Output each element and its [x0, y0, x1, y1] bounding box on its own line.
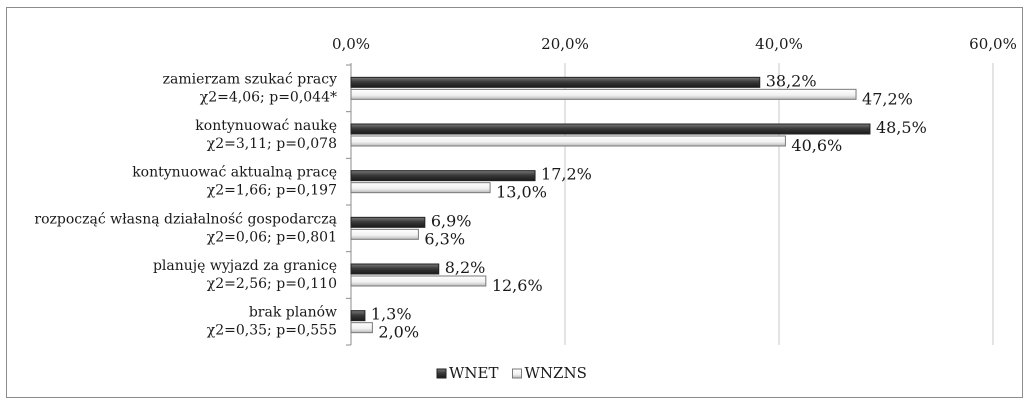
legend-swatch-wnet	[436, 368, 447, 379]
data-label: 38,2%	[766, 71, 817, 90]
data-label: 17,2%	[541, 165, 592, 184]
x-tick-label: 40,0%	[755, 35, 803, 53]
category-stat-label: χ2=0,06; p=0,801	[207, 229, 337, 245]
bar-wnet	[350, 76, 761, 88]
data-labels: 38,2% 47,2% 48,5% 40,6% 17,2%13,0% 6,9%6,3% 8,…	[371, 71, 927, 341]
category-label: kontynuować naukę	[195, 118, 337, 134]
bar-wnzns	[350, 88, 857, 100]
data-label: 48,5%	[876, 118, 927, 137]
gridlines	[346, 63, 994, 346]
bar-wnzns	[350, 228, 419, 240]
bar-wnzns	[350, 135, 786, 147]
bar-wnet	[350, 216, 426, 228]
bar-wnzns	[350, 275, 487, 287]
category-stat-label: χ2=2,56; p=0,110	[207, 276, 337, 292]
chart-frame	[6, 7, 1023, 398]
bar-wnet	[350, 263, 440, 275]
legend-label: WNET	[449, 364, 499, 382]
data-label: 1,3%	[371, 305, 412, 324]
category-label: planuję wyjazd za granicę	[153, 258, 337, 274]
x-axis-ticks: 0,0% 20,0% 40,0% 60,0%	[332, 35, 1017, 53]
category-stat-label: χ2=0,35; p=0,555	[207, 323, 337, 339]
legend-swatch-wnzns	[512, 368, 522, 379]
x-tick-label: 60,0%	[969, 35, 1017, 53]
category-label: kontynuować aktualną pracę	[132, 165, 337, 181]
category-labels: zamierzam szukać pracy χ2=4,06; p=0,044* k…	[34, 71, 337, 338]
category-stat-label: χ2=4,06; p=0,044*	[200, 89, 337, 105]
data-label: 40,6%	[791, 136, 842, 155]
bar-wnet	[350, 123, 871, 135]
bar-wnet	[350, 170, 536, 182]
data-label: 47,2%	[862, 89, 913, 108]
data-label: 2,0%	[378, 323, 419, 342]
category-label: brak planów	[249, 305, 337, 321]
x-tick-label: 0,0%	[332, 35, 370, 53]
category-label: rozpocząć własną działalność gospodarczą	[34, 211, 337, 227]
legend: WNET WNZNS	[436, 364, 587, 382]
category-stat-label: χ2=3,11; p=0,078	[207, 136, 337, 152]
category-label: zamierzam szukać pracy	[163, 71, 337, 87]
bar-wnet	[350, 310, 366, 322]
x-tick-label: 20,0%	[541, 35, 589, 53]
data-label: 13,0%	[496, 183, 547, 202]
category-stat-label: χ2=1,66; p=0,197	[207, 183, 337, 199]
data-label: 12,6%	[492, 276, 543, 295]
bars	[350, 76, 871, 334]
data-label: 6,3%	[424, 229, 465, 248]
bar-wnzns	[350, 322, 373, 334]
data-label: 6,9%	[431, 211, 472, 230]
legend-label: WNZNS	[525, 364, 587, 382]
bar-wnzns	[350, 182, 491, 194]
data-label: 8,2%	[445, 258, 486, 277]
